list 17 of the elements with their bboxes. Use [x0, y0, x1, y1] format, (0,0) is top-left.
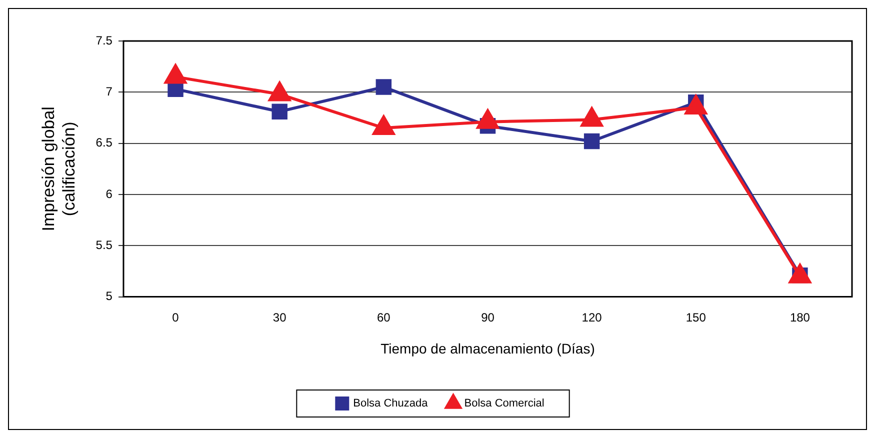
x-tick-label: 180 — [790, 310, 810, 324]
y-tick-label: 6 — [106, 186, 113, 201]
y-tick-label: 6.5 — [96, 136, 113, 150]
y-tick-label: 5.5 — [96, 238, 113, 252]
x-tick-label: 0 — [172, 310, 180, 324]
legend-label: Bolsa Chuzada — [353, 398, 429, 410]
legend-label: Bolsa Comercial — [464, 398, 544, 410]
y-tick-label: 7 — [106, 84, 113, 98]
x-tick-label: 90 — [481, 310, 495, 324]
y-axis-title: Impresión global (calificación) — [38, 106, 78, 232]
x-tick-label: 150 — [686, 310, 706, 324]
y-tick-label: 7.5 — [96, 33, 113, 48]
y-tick-label: 5 — [106, 289, 113, 304]
x-tick-label: 120 — [582, 310, 602, 324]
x-axis-title: Tiempo de almacenamiento (Días) — [380, 340, 595, 356]
x-tick-label: 60 — [376, 310, 391, 324]
x-tick-label: 30 — [272, 310, 287, 324]
